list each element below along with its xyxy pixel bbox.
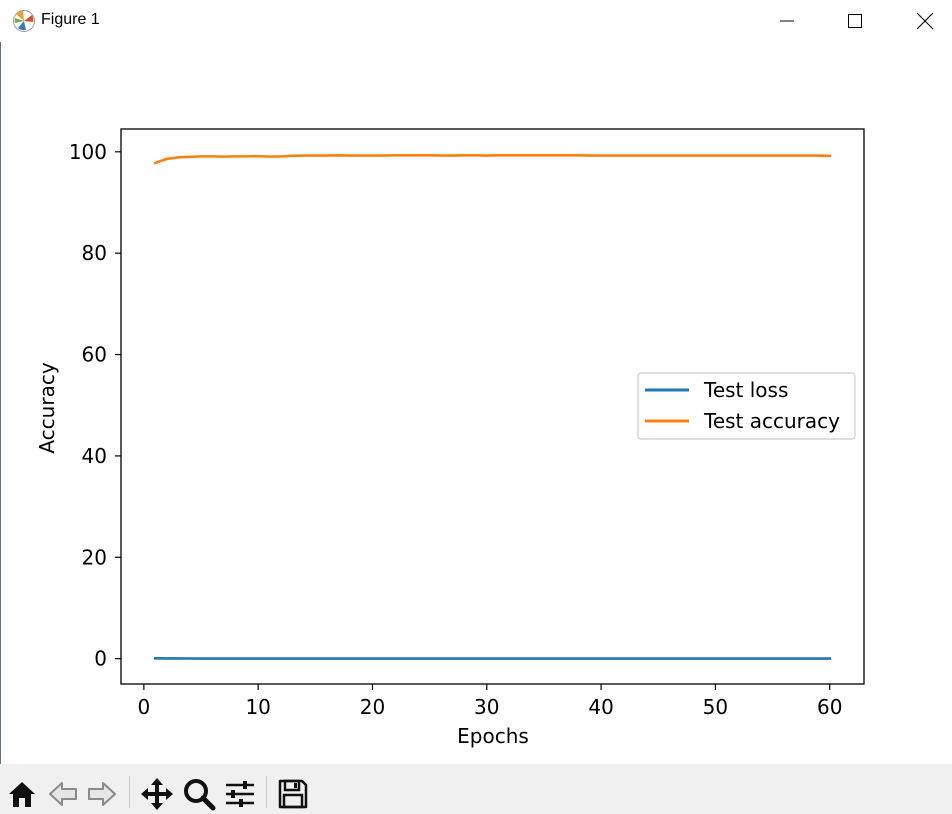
line-chart[interactable]: 0 10 20 30 40 50 60 0 20 40 60 80 100 Epochs Accurac… xyxy=(0,42,952,764)
window-left-edge xyxy=(0,42,1,764)
legend-box xyxy=(637,372,856,440)
pan-move-icon xyxy=(141,778,173,810)
x-tick-label: 60 xyxy=(817,695,842,719)
navigation-toolbar xyxy=(0,764,952,814)
minimize-icon xyxy=(780,20,794,22)
save-button[interactable] xyxy=(275,776,311,812)
x-tick-label: 50 xyxy=(703,695,728,719)
zoom-button[interactable] xyxy=(181,776,217,812)
maximize-icon xyxy=(848,14,862,28)
configure-subplots-button[interactable] xyxy=(222,776,258,812)
x-tick-label: 10 xyxy=(245,695,270,719)
x-tick-label: 40 xyxy=(588,695,613,719)
y-tick-label: 100 xyxy=(69,140,107,164)
legend: Test loss Test accuracy xyxy=(637,372,856,440)
legend-label-test-loss: Test loss xyxy=(703,378,788,402)
x-tick-label: 20 xyxy=(360,695,385,719)
zoom-magnifier-icon xyxy=(184,779,216,811)
y-tick-label: 60 xyxy=(82,343,107,367)
toolbar-separator xyxy=(129,776,130,808)
configure-subplots-icon xyxy=(226,781,254,807)
forward-button[interactable] xyxy=(84,776,120,812)
pan-button[interactable] xyxy=(139,776,175,812)
back-button[interactable] xyxy=(45,776,81,812)
maximize-button[interactable] xyxy=(820,0,890,42)
home-button[interactable] xyxy=(4,776,40,812)
y-tick-label: 0 xyxy=(94,647,107,671)
figure-canvas[interactable]: 0 10 20 30 40 50 60 0 20 40 60 80 100 Epochs Accurac… xyxy=(0,42,952,764)
home-icon xyxy=(9,782,35,807)
axes-frame xyxy=(120,128,865,685)
x-axis-label: Epochs xyxy=(457,724,529,748)
toolbar-separator xyxy=(266,776,267,808)
y-axis-label: Accuracy xyxy=(35,362,59,453)
legend-label-test-accuracy: Test accuracy xyxy=(703,409,840,433)
window-title: Figure 1 xyxy=(41,11,100,28)
close-icon xyxy=(916,12,934,30)
matplotlib-logo-icon xyxy=(13,10,35,32)
close-button[interactable] xyxy=(890,0,952,42)
back-arrow-icon xyxy=(49,782,77,806)
y-tick-label: 20 xyxy=(82,545,107,569)
minimize-button[interactable] xyxy=(752,0,822,42)
title-bar: Figure 1 xyxy=(0,0,952,42)
y-tick-label: 80 xyxy=(82,241,107,265)
forward-arrow-icon xyxy=(88,782,116,806)
x-tick-label: 30 xyxy=(474,695,499,719)
series-line-test-accuracy xyxy=(153,154,832,165)
y-tick-label: 40 xyxy=(82,444,107,468)
save-floppy-icon xyxy=(278,779,308,809)
x-tick-label: 0 xyxy=(137,695,150,719)
